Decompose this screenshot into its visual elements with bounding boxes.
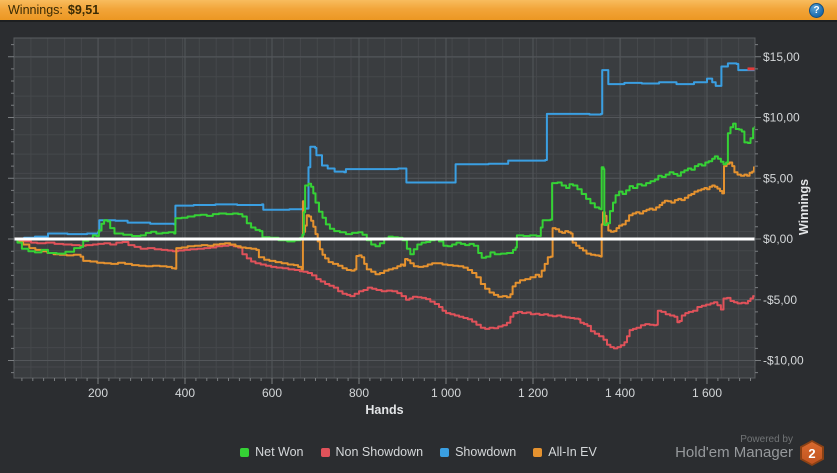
legend-item-non-showdown[interactable]: Non Showdown — [320, 445, 424, 459]
powered-by-text: Powered by — [740, 434, 793, 445]
y-tick-label: $10,00 — [763, 111, 800, 125]
question-icon: ? — [813, 5, 820, 16]
legend-item-all-in-ev[interactable]: All-In EV — [533, 445, 597, 459]
y-tick-label: $5,00 — [763, 171, 793, 185]
axis-ticks — [8, 44, 761, 384]
help-button[interactable]: ? — [809, 3, 824, 18]
legend-item-showdown[interactable]: Showdown — [440, 445, 516, 459]
x-tick-label: 1 000 — [431, 386, 461, 400]
x-tick-label: 200 — [88, 386, 108, 400]
legend-label: Non Showdown — [335, 445, 424, 459]
x-tick-label: 1 200 — [518, 386, 548, 400]
showdown-swatch-icon — [440, 447, 450, 457]
winnings-value: $9,51 — [67, 3, 100, 17]
legend-label: Showdown — [455, 445, 517, 459]
y-tick-labels: $15,00 $10,00 $5,00 $0,00 -$5,00 -$10,00 — [763, 50, 804, 368]
series-line-non-showdown — [14, 238, 755, 350]
x-axis-title: Hands — [365, 403, 404, 417]
series-line-all-in-ev — [14, 161, 755, 299]
grid-minor — [14, 38, 755, 378]
hm2-logo-icon: 2 — [800, 440, 824, 466]
all-in-ev-swatch-icon — [533, 447, 543, 457]
grid-major — [14, 38, 755, 378]
x-tick-label: 1 400 — [605, 386, 635, 400]
net-won-swatch-icon — [240, 447, 250, 457]
legend: Net Won Non Showdown Showdown All-In EV — [0, 445, 837, 459]
header-bar: Winnings: $9,51 ? — [0, 0, 837, 22]
non-showdown-swatch-icon — [320, 447, 330, 457]
y-tick-label: $0,00 — [763, 232, 793, 246]
y-axis-title: Winnings — [797, 178, 811, 236]
legend-label: Net Won — [255, 445, 304, 459]
legend-item-net-won[interactable]: Net Won — [240, 445, 304, 459]
brand-text: Hold'em Manager — [675, 444, 793, 461]
y-tick-label: -$10,00 — [763, 354, 804, 368]
x-tick-label: 600 — [262, 386, 282, 400]
hm2-logo-number: 2 — [802, 442, 822, 464]
series-group — [14, 62, 755, 350]
legend-label: All-In EV — [548, 445, 597, 459]
y-tick-label: -$5,00 — [763, 293, 797, 307]
x-tick-labels: 200 400 600 800 1 000 1 200 1 400 1 600 — [88, 386, 722, 400]
plot-frame — [13, 37, 756, 379]
x-tick-label: 400 — [175, 386, 195, 400]
x-tick-label: 1 600 — [692, 386, 722, 400]
x-tick-label: 800 — [349, 386, 369, 400]
series-line-showdown — [14, 62, 755, 240]
y-tick-label: $15,00 — [763, 50, 800, 64]
series-line-net-won — [14, 122, 755, 259]
winnings-label: Winnings: — [8, 3, 63, 17]
footer-branding: Powered by Hold'em Manager — [675, 434, 793, 462]
